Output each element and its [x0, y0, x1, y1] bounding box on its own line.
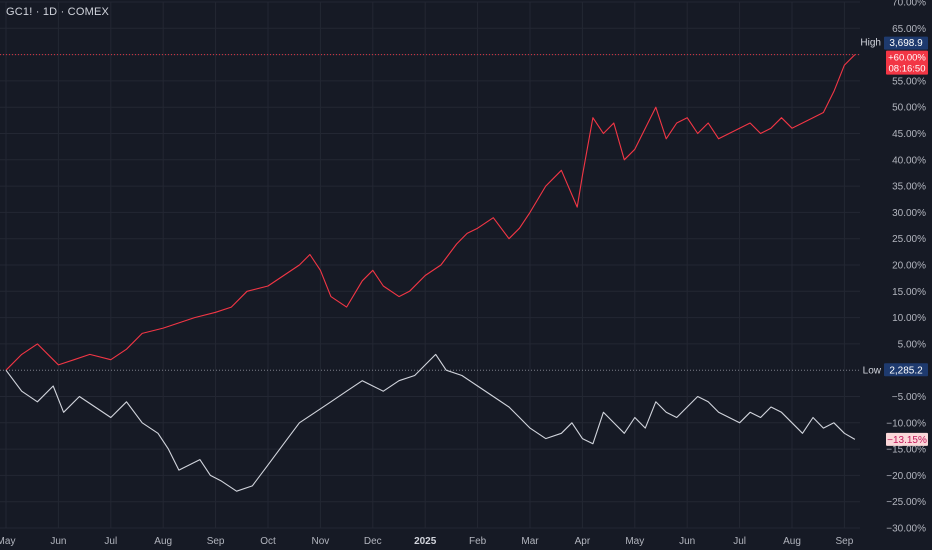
- x-tick-label: 2025: [414, 536, 437, 547]
- high-label: High: [860, 38, 881, 49]
- low-value: 2,285.2: [889, 366, 923, 377]
- y-tick-label: 30.00%: [892, 208, 926, 219]
- y-tick-label: −15.00%: [886, 445, 926, 456]
- y-tick-label: 5.00%: [898, 339, 926, 350]
- x-tick-label: Jun: [679, 536, 695, 547]
- x-tick-label: May: [0, 536, 15, 547]
- y-tick-label: 50.00%: [892, 103, 926, 114]
- x-tick-label: Aug: [154, 536, 172, 547]
- x-tick-label: Jul: [733, 536, 746, 547]
- x-tick-label: Jun: [50, 536, 66, 547]
- symbol-label: GC1! · 1D · COMEX: [6, 6, 110, 18]
- x-tick-label: Mar: [521, 536, 539, 547]
- y-tick-label: −30.00%: [886, 524, 926, 535]
- y-tick-label: −25.00%: [886, 497, 926, 508]
- low-badge: [884, 363, 928, 377]
- y-tick-label: −5.00%: [892, 392, 926, 403]
- x-tick-label: May: [625, 536, 644, 547]
- y-tick-label: 35.00%: [892, 182, 926, 193]
- y-tick-label: 45.00%: [892, 129, 926, 140]
- x-tick-label: Sep: [836, 536, 854, 547]
- x-tick-label: Aug: [783, 536, 801, 547]
- y-tick-label: 70.00%: [892, 0, 926, 9]
- low-label: Low: [863, 366, 882, 377]
- x-tick-label: Nov: [312, 536, 330, 547]
- low-label-bg: [862, 363, 886, 377]
- last-down-value: −13.15%: [887, 435, 927, 446]
- y-tick-label: −10.00%: [886, 418, 926, 429]
- y-tick-label: 40.00%: [892, 155, 926, 166]
- x-tick-label: Oct: [260, 536, 276, 547]
- y-tick-label: 25.00%: [892, 234, 926, 245]
- last-up-timer: 08:16:50: [889, 64, 926, 75]
- x-tick-label: Sep: [207, 536, 225, 547]
- last-up-badge: [886, 50, 928, 75]
- series-line-up: [5, 54, 856, 371]
- y-tick-label: 55.00%: [892, 76, 926, 87]
- x-tick-label: Feb: [469, 536, 487, 547]
- y-tick-label: 15.00%: [892, 287, 926, 298]
- x-tick-label: Jul: [104, 536, 117, 547]
- high-badge: [884, 36, 928, 50]
- y-tick-label: 10.00%: [892, 313, 926, 324]
- series-line-down: [5, 353, 856, 492]
- x-tick-label: Dec: [364, 536, 382, 547]
- y-tick-label: −20.00%: [886, 471, 926, 482]
- x-tick-label: Apr: [575, 536, 591, 547]
- high-value: 3,698.9: [889, 38, 923, 49]
- y-tick-label: 65.00%: [892, 24, 926, 35]
- last-up-value: +60.00%: [888, 53, 926, 64]
- y-tick-label: 20.00%: [892, 261, 926, 272]
- last-down-badge: [886, 432, 928, 446]
